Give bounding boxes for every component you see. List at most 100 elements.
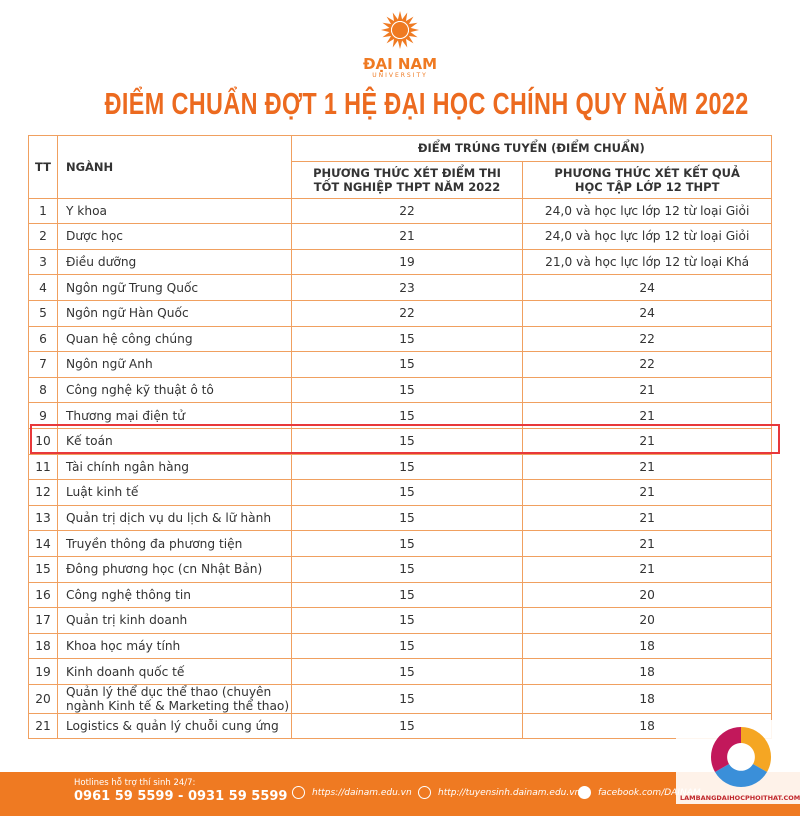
score-hocba: 21 xyxy=(522,453,772,481)
table-row: 16 Công nghệ thông tin 15 20 xyxy=(28,581,772,609)
header-col1: PHƯƠNG THỨC XÉT ĐIỂM THI TỐT NGHIỆP THPT … xyxy=(290,160,524,199)
header-line: PHƯƠNG THỨC XÉT KẾT QUẢ xyxy=(554,165,740,180)
row-number: 1 xyxy=(28,197,58,225)
hotlines: 0961 59 5599 - 0931 59 5599 xyxy=(74,789,288,804)
score-hocba: 24 xyxy=(522,299,772,327)
score-hocba: 18 xyxy=(522,683,772,714)
major-name: Công nghệ thông tin xyxy=(56,581,292,609)
table-row: 21 Logistics & quản lý chuỗi cung ứng 15 18 xyxy=(28,712,772,740)
row-number: 20 xyxy=(28,683,58,714)
hotline-label: Hotlines hỗ trợ thí sinh 24/7: xyxy=(74,778,196,788)
web-icon xyxy=(418,786,431,799)
footer: Hotlines hỗ trợ thí sinh 24/7: 0961 59 5… xyxy=(0,772,800,816)
score-hocba: 18 xyxy=(522,632,772,660)
table-row: 7 Ngôn ngữ Anh 15 22 xyxy=(28,351,772,378)
score-thpt: 22 xyxy=(290,299,524,327)
major-name: Truyền thông đa phương tiện xyxy=(56,530,292,557)
score-hocba: 21 xyxy=(522,479,772,506)
score-thpt: 15 xyxy=(290,376,524,404)
table-row: 15 Đông phương học (cn Nhật Bản) 15 21 xyxy=(28,555,772,583)
table-row: 11 Tài chính ngân hàng 15 21 xyxy=(28,453,772,481)
table-row: 14 Truyền thông đa phương tiện 15 21 xyxy=(28,530,772,557)
major-name: Quản trị dịch vụ du lịch & lữ hành xyxy=(56,504,292,532)
row-number: 15 xyxy=(28,555,58,583)
score-thpt: 15 xyxy=(290,453,524,481)
table-row: 3 Điều dưỡng 19 21,0 và học lực lớp 12 từ l… xyxy=(28,248,772,276)
score-thpt: 15 xyxy=(290,658,524,685)
major-name: Điều dưỡng xyxy=(56,248,292,276)
logo-sun xyxy=(381,11,419,49)
table-row: 8 Công nghệ kỹ thuật ô tô 15 21 xyxy=(28,376,772,404)
major-name: Dược học xyxy=(56,223,292,250)
score-thpt: 21 xyxy=(290,223,524,250)
major-name: Quản lý thể dục thể thao (chuyên ngành K… xyxy=(56,683,292,714)
logo-ray xyxy=(409,27,419,33)
highlight-box xyxy=(30,424,780,454)
major-name: Tài chính ngân hàng xyxy=(56,453,292,481)
logo-ray xyxy=(392,12,399,23)
score-hocba: 24,0 và học lực lớp 12 từ loại Giỏi xyxy=(522,197,772,225)
header-group: ĐIỂM TRÚNG TUYỂN (ĐIỂM CHUẨN) xyxy=(290,135,773,162)
logo-ray xyxy=(404,34,414,44)
title: ĐIỂM CHUẨN ĐỢT 1 HỆ ĐẠI HỌC CHÍNH QUY NĂ… xyxy=(104,86,749,121)
table-row: 4 Ngôn ngữ Trung Quốc 23 24 xyxy=(28,274,772,301)
table-row: 5 Ngôn ngữ Hàn Quốc 22 24 xyxy=(28,299,772,327)
row-number: 2 xyxy=(28,223,58,250)
score-thpt: 15 xyxy=(290,555,524,583)
row-number: 3 xyxy=(28,248,58,276)
table-row: 17 Quản trị kinh doanh 15 20 xyxy=(28,607,772,634)
header-tt: TT xyxy=(28,135,58,199)
table-row: 12 Luật kinh tế 15 21 xyxy=(28,479,772,506)
score-table: TT NGÀNH ĐIỂM TRÚNG TUYỂN (ĐIỂM CHUẨN) P… xyxy=(28,135,773,740)
score-hocba: 18 xyxy=(522,658,772,685)
web-icon xyxy=(292,786,305,799)
table-row: 6 Quan hệ công chúng 15 22 xyxy=(28,325,772,353)
score-thpt: 15 xyxy=(290,581,524,609)
major-name: Quan hệ công chúng xyxy=(56,325,292,353)
link[interactable]: facebook.com/DAINAM xyxy=(598,788,701,798)
score-hocba: 21,0 và học lực lớp 12 từ loại Khá xyxy=(522,248,772,276)
table-row: 18 Khoa học máy tính 15 18 xyxy=(28,632,772,660)
row-number: 8 xyxy=(28,376,58,404)
logo-ray xyxy=(407,22,418,29)
table-row: 13 Quản trị dịch vụ du lịch & lữ hành 15 21 xyxy=(28,504,772,532)
header-line: PHƯƠNG THỨC XÉT ĐIỂM THI xyxy=(313,165,501,180)
score-hocba: 22 xyxy=(522,325,772,353)
score-thpt: 15 xyxy=(290,479,524,506)
logo-ray xyxy=(401,12,408,23)
logo-sub: UNIVERSITY xyxy=(372,72,428,79)
row-number: 18 xyxy=(28,632,58,660)
row-number: 4 xyxy=(28,274,58,301)
major-name: Ngôn ngữ Trung Quốc xyxy=(56,274,292,301)
logo-ray xyxy=(397,39,403,49)
logo-ray xyxy=(392,37,399,48)
table-row: 19 Kinh doanh quốc tế 15 18 xyxy=(28,658,772,685)
row-number: 17 xyxy=(28,607,58,634)
score-thpt: 19 xyxy=(290,248,524,276)
logo-ray xyxy=(397,11,403,21)
row-number: 7 xyxy=(28,351,58,378)
logo-ray xyxy=(386,16,396,26)
score-hocba: 21 xyxy=(522,504,772,532)
link[interactable]: https://dainam.edu.vn xyxy=(312,788,412,798)
major-name: Y khoa xyxy=(56,197,292,225)
major-name: Công nghệ kỹ thuật ô tô xyxy=(56,376,292,404)
link[interactable]: http://tuyensinh.dainam.edu.vn xyxy=(438,788,581,798)
row-number: 21 xyxy=(28,712,58,740)
major-name: Ngôn ngữ Hàn Quốc xyxy=(56,299,292,327)
score-thpt: 15 xyxy=(290,325,524,353)
logo-ray xyxy=(386,34,396,44)
logo: ĐẠI NAM UNIVERSITY xyxy=(360,10,440,79)
score-hocba: 21 xyxy=(522,376,772,404)
score-hocba: 24 xyxy=(522,274,772,301)
row-number: 10 xyxy=(28,427,58,455)
row-number: 14 xyxy=(28,530,58,557)
header-col2: PHƯƠNG THỨC XÉT KẾT QUẢ HỌC TẬP LỚP 12 TH… xyxy=(522,160,772,199)
row-number: 6 xyxy=(28,325,58,353)
score-thpt: 15 xyxy=(290,427,524,455)
table-row: 2 Dược học 21 24,0 và học lực lớp 12 từ loạ… xyxy=(28,223,772,250)
